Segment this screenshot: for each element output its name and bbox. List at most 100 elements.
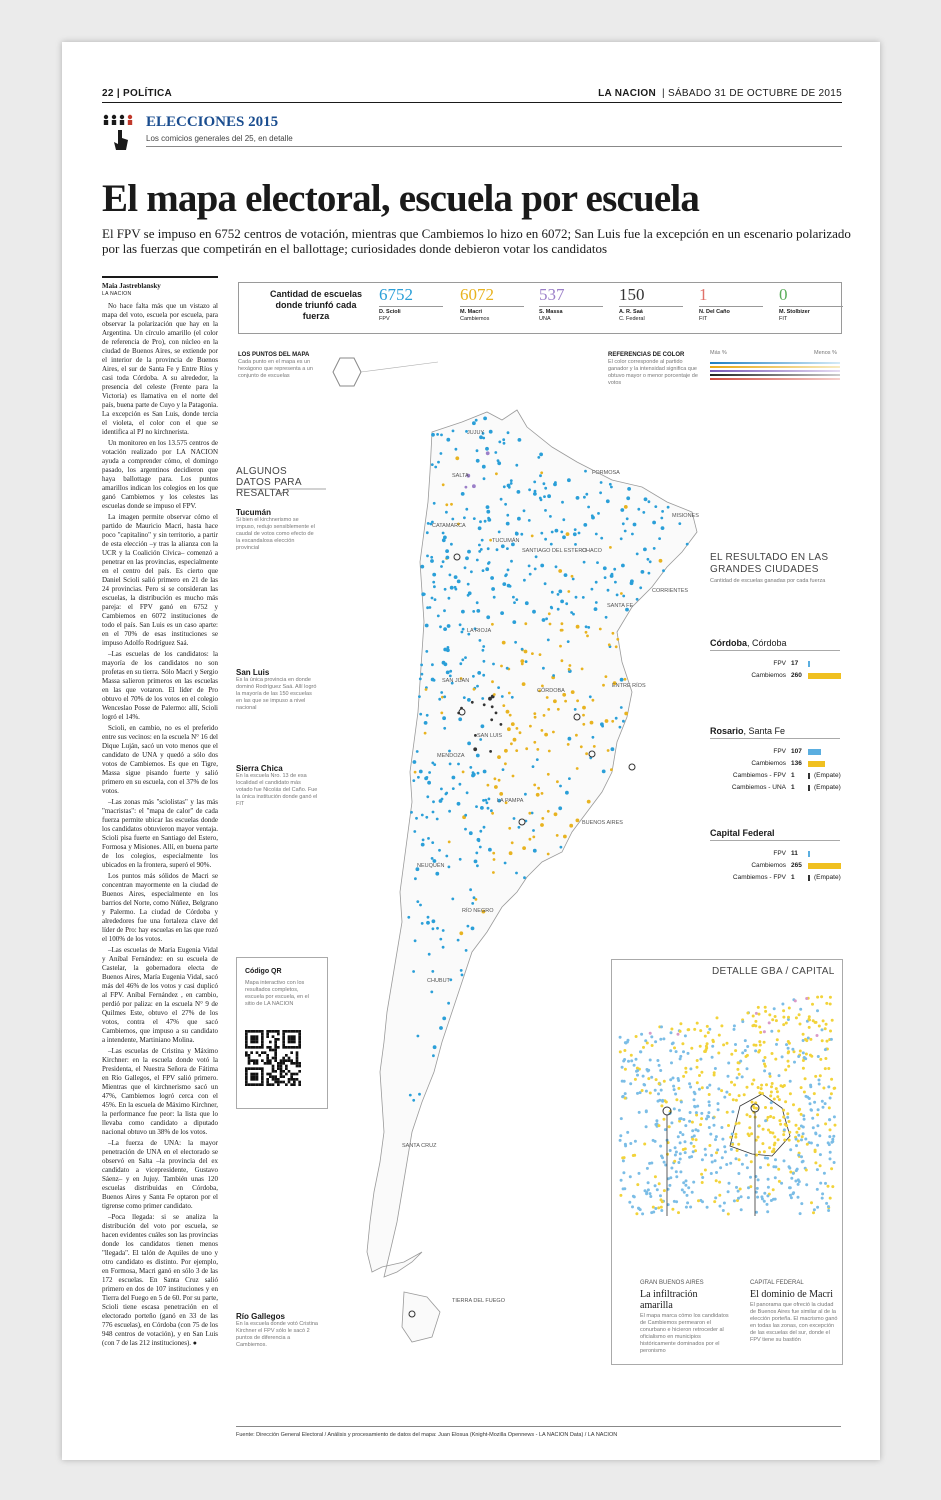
- city-row-value: 1: [791, 784, 795, 791]
- summary-item: 6072 M. Macri Cambiemos: [460, 285, 550, 323]
- city-row-value: 1: [791, 772, 795, 779]
- province-label: TIERRA DEL FUEGO: [452, 1298, 506, 1304]
- province-label: NEUQUÉN: [417, 862, 445, 869]
- gba-right-text: El panorama que ofreció la ciudad de Bue…: [750, 1302, 838, 1343]
- city-row-value: 11: [791, 850, 798, 857]
- province-label: MENDOZA: [437, 753, 465, 759]
- folio-rule: [102, 102, 842, 103]
- section-name: POLÍTICA: [123, 88, 173, 99]
- datos-place: Río Gallegos: [236, 1312, 285, 1321]
- summary-count: 537: [539, 285, 565, 304]
- city-name: Córdoba: [710, 638, 747, 648]
- city-row-label: Cambiemos: [751, 672, 786, 679]
- summary-divider: [619, 306, 683, 307]
- city-bar: [808, 875, 810, 881]
- article-paragraph: Los puntos más sólidos de Macri se conce…: [102, 872, 218, 943]
- byline-name: Maia Jastreblansky: [102, 282, 161, 290]
- kicker-title: ELECCIONES 2015: [146, 114, 279, 130]
- newspaper-page: 22 | POLÍTICA LA NACION | SÁBADO 31 DE OC…: [62, 42, 880, 1460]
- city-rule: [710, 650, 840, 651]
- gba-left-text: El mapa marca cómo los candidatos de Cam…: [640, 1313, 729, 1354]
- color-legend: REFERENCIAS DE COLOR El color correspond…: [608, 352, 698, 387]
- city-bar: [808, 863, 842, 869]
- summary-party: FPV: [379, 316, 390, 322]
- summary-party: C. Federal: [619, 316, 645, 322]
- summary-candidate: S. Massa: [539, 309, 563, 315]
- color-legend-title: REFERENCIAS DE COLOR: [608, 352, 685, 358]
- city-province: Córdoba: [752, 638, 787, 648]
- summary-party: UNA: [539, 316, 551, 322]
- gba-map: [618, 995, 837, 1216]
- city-bar: [808, 761, 826, 767]
- datos-place: Sierra Chica: [236, 764, 283, 773]
- page-number: 22: [102, 88, 114, 99]
- kicker-subtitle: Los comicios generales del 25, en detall…: [146, 134, 293, 143]
- province-label: CORRIENTES: [652, 588, 688, 594]
- summary-divider: [539, 306, 603, 307]
- summary-divider: [379, 306, 443, 307]
- city-row-value: 1: [791, 874, 795, 881]
- legend-less: Menos %: [814, 350, 837, 356]
- datos-title: ALGUNOS DATOS PARA RESALTAR: [236, 466, 302, 499]
- summary-count: 0: [779, 285, 788, 304]
- color-legend-text: El color corresponde al partido ganador …: [608, 359, 698, 386]
- summary-candidate: M. Stolbizer: [779, 309, 810, 315]
- summary-candidate: N. Del Caño: [699, 309, 730, 315]
- datos-place: San Luis: [236, 668, 270, 677]
- datos-text: En la escuela Nro. 13 de esa localidad e…: [236, 773, 318, 807]
- city-rule: [710, 738, 840, 739]
- province-label: CATAMARCA: [432, 523, 466, 529]
- summary-item: 0 M. Stolbizer FIT: [779, 285, 869, 323]
- byline-rule: [102, 276, 218, 278]
- province-label: SANTA FE: [607, 603, 634, 609]
- folio-right: LA NACION | SÁBADO 31 DE OCTUBRE DE 2015: [598, 88, 842, 99]
- city-row-label: FPV: [773, 660, 786, 667]
- summary-count: 1: [699, 285, 708, 304]
- school-dots: [407, 416, 689, 1102]
- gba-left-kicker: GRAN BUENOS AIRES: [640, 1280, 704, 1286]
- tierra-del-fuego-outline: [401, 1291, 441, 1343]
- article-paragraph: –Las escuelas de María Eugenia Vidal y A…: [102, 946, 218, 1044]
- paper-name: LA NACION: [598, 88, 656, 99]
- summary-candidate: A. R. Saá: [619, 309, 643, 315]
- article-paragraph: –Las escuelas de Cristina y Máximo Kirch…: [102, 1047, 218, 1136]
- article-paragraph: –La fuerza de UNA: la mayor penetración …: [102, 1139, 218, 1210]
- article-paragraph: –Poca llegada: si se analiza la distribu…: [102, 1213, 218, 1347]
- city-bar: [808, 749, 822, 755]
- province-label: BUENOS AIRES: [582, 820, 623, 826]
- legend-more: Más %: [710, 350, 727, 356]
- gba-left-title: La infiltración amarilla: [640, 1289, 698, 1311]
- cities-title: EL RESULTADO EN LAS GRANDES CIUDADES: [710, 552, 829, 575]
- datos-item: Río Gallegos En la escuela donde votó Cri…: [236, 1312, 318, 1349]
- city-name: Rosario: [710, 726, 744, 736]
- argentina-map[interactable]: JUJUY SALTA FORMOSA MISIONES CATAMARCA TUCUMÁ…: [312, 392, 712, 1352]
- city-row-value: 136: [791, 760, 802, 767]
- province-label: LA PAMPA: [497, 798, 524, 804]
- hexagon-icon: [332, 357, 439, 387]
- gba-right-note: CAPITAL FEDERAL El dominio de Macri El p…: [750, 1280, 838, 1344]
- city-rule: [710, 840, 840, 841]
- province-label: RÍO NEGRO: [462, 907, 494, 914]
- city-row-note: (Empate): [814, 784, 841, 791]
- province-label: SANTA CRUZ: [402, 1143, 437, 1149]
- summary-item: 6752 D. Scioli FPV: [379, 285, 469, 323]
- article-paragraph: –Las escuelas de los candidatos: la mayo…: [102, 650, 218, 721]
- summary-divider: [460, 306, 524, 307]
- qr-code[interactable]: [245, 1030, 301, 1086]
- city-row-note: (Empate): [814, 874, 841, 881]
- issue-date: SÁBADO 31 DE OCTUBRE DE 2015: [667, 88, 842, 99]
- city-row-label: Cambiemos - FPV: [732, 772, 786, 779]
- callout-markers: [408, 553, 636, 1318]
- city-row-value: 260: [791, 672, 802, 679]
- datos-text: En la escuela donde votó Cristina Kirchn…: [236, 1321, 318, 1348]
- byline-outlet: LA NACION: [102, 291, 132, 297]
- article-paragraph: –Las zonas más "sciolistas" y las más "m…: [102, 798, 218, 869]
- city-row-label: Cambiemos - UNA: [731, 784, 786, 791]
- qr-box[interactable]: Código QR Mapa interactivo con los resul…: [236, 957, 328, 1109]
- province-label: ENTRE RÍOS: [612, 682, 646, 689]
- summary-count: 6072: [460, 285, 494, 304]
- province-label: CÓRDOBA: [537, 687, 565, 694]
- summary-box: Cantidad de escuelas donde triunfó cada …: [238, 282, 843, 334]
- province-label: LA RIOJA: [467, 628, 491, 634]
- city-row-value: 107: [791, 748, 802, 755]
